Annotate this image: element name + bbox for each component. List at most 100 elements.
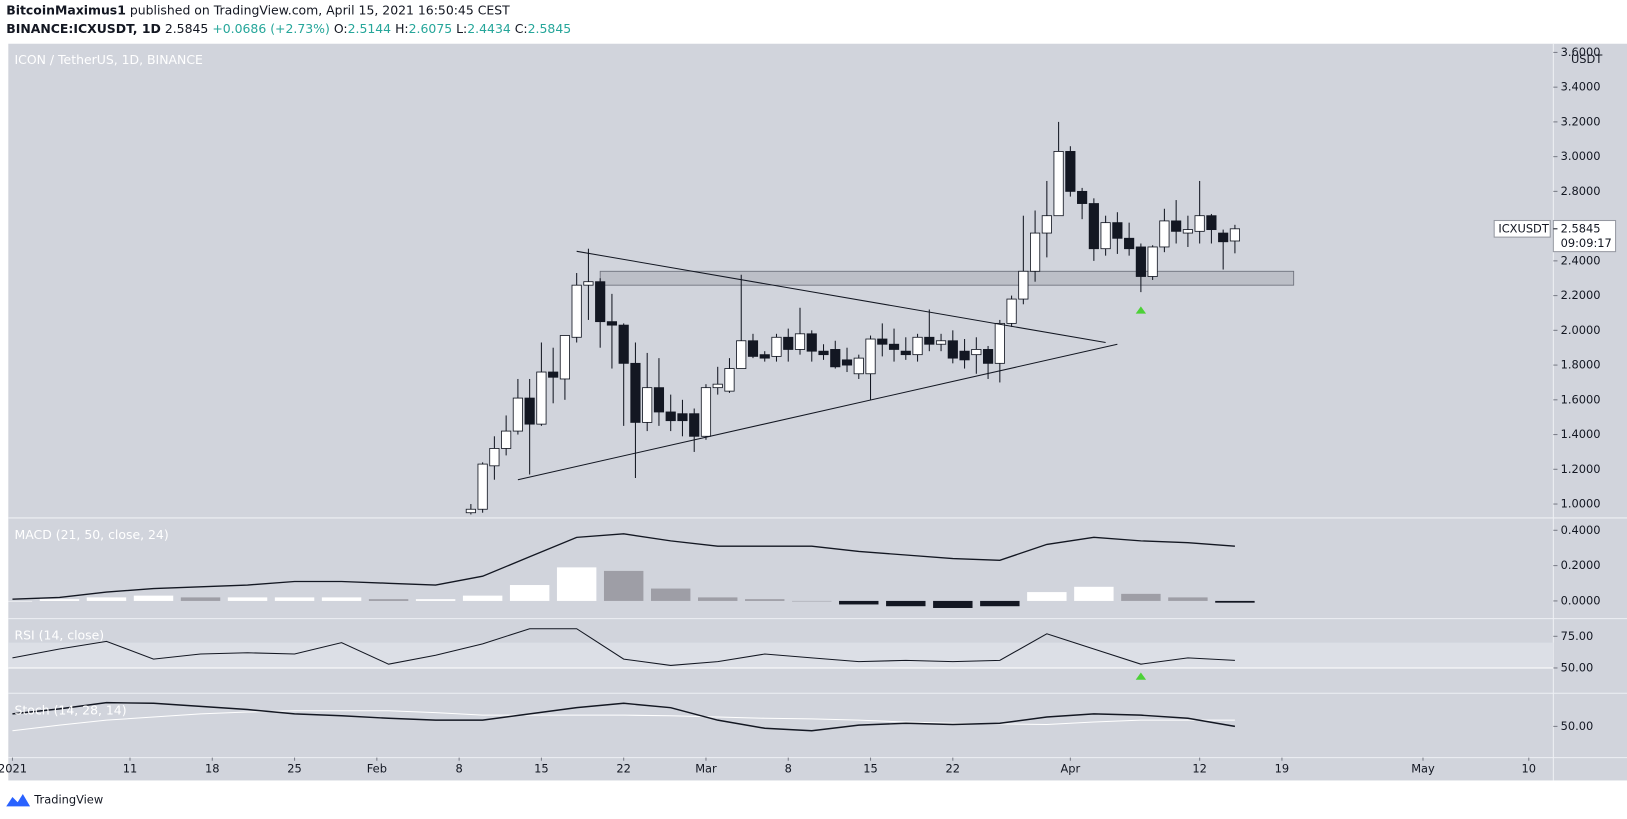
x-tick-label: 11 [123,762,138,776]
trend-line [576,250,1106,344]
x-tick-label: 18 [205,762,220,776]
candle-body [571,284,582,338]
last-price: 2.5845 [1561,221,1601,235]
candle-body [1135,246,1146,277]
candle-body [489,448,500,467]
stoch-line [12,701,1236,732]
candle-body [1041,215,1052,234]
candle-body [606,321,618,326]
macd-histogram-bar [1168,597,1208,601]
y-tick-label: 0.4000 [1561,523,1601,537]
x-tick-label: 15 [863,762,878,776]
h-label: H: [395,21,409,36]
candle-body [888,343,900,350]
y-tick-label: 2.2000 [1561,288,1601,302]
x-tick-label: 25 [287,762,302,776]
candle-body [1206,215,1217,231]
macd-histogram-bar [274,597,315,601]
candle-body [642,387,653,423]
macd-histogram-bar [980,600,1020,607]
y-tick-label: 2.8000 [1561,184,1601,198]
y-tick-label: 2.4000 [1561,253,1601,267]
x-tick-label: Apr [1060,762,1080,776]
l-label: L: [456,21,467,36]
candle-body [1100,222,1111,250]
macd-line [12,533,1235,600]
candle-body [1088,203,1099,250]
candle-body [1159,220,1170,248]
y-tick-label: 1.4000 [1561,427,1601,441]
macd-title: MACD (21, 50, close, 24) [15,527,169,542]
candle-body [841,359,853,366]
macd-histogram-bar [227,597,268,601]
macd-histogram-bar [603,570,644,601]
candle-body [477,463,488,510]
candle-body [747,340,759,357]
c-label: C: [515,21,528,36]
candle-body [712,383,723,389]
tradingview-logo: TradingView [6,793,103,807]
l-value: 2.4434 [467,21,511,36]
c-value: 2.5845 [528,21,572,36]
candle-body [759,354,770,359]
logo-icon [6,793,31,807]
candle-body [830,349,841,368]
x-tick-label: 22 [946,762,961,776]
x-tick-label: 19 [1275,762,1290,776]
candle-body [548,371,559,378]
candle-body [501,430,512,449]
candle-body [465,508,476,514]
candle-body [1124,237,1135,250]
candle-body [1171,220,1182,232]
x-tick-label: Feb [367,762,387,776]
x-tick-label: 15 [534,762,549,776]
candle-body [959,350,970,361]
candle-body [1018,270,1029,300]
macd-histogram-bar [86,597,127,601]
candle-body [583,281,594,286]
candle-body [771,336,782,357]
price-tag-box [1552,219,1617,253]
y-tick-label: 3.6000 [1561,45,1601,59]
chart-title: ICON / TetherUS, 1D, BINANCE [15,52,204,67]
y-tick-label: 3.2000 [1561,114,1601,128]
candle-body [677,413,688,422]
y-tick-label: 50.00 [1561,660,1594,674]
candle-body [794,333,806,350]
countdown: 09:09:17 [1561,236,1612,250]
y-tick-label: 75.00 [1561,629,1594,643]
y-tick-label: 1.0000 [1561,497,1601,511]
candle-body [524,397,535,425]
candle-body [912,336,923,356]
candle-body [806,333,817,352]
h-value: 2.6075 [409,21,453,36]
last: 2.5845 [165,21,209,36]
macd-histogram-bar [1074,586,1114,601]
candle-body [783,336,794,350]
candle-body [1147,246,1158,277]
macd-histogram-bar [509,585,550,601]
candle-body [971,349,982,356]
macd-histogram-bar [39,599,80,601]
candle-body [1194,215,1205,232]
macd-histogram-bar [1027,592,1067,601]
macd-histogram-bar [745,599,785,601]
plot-area: 2021 11 18 25 Feb 8 15 22 Mar 8 15 22 Apr 12 19 May 10 1.… [0,45,1617,776]
candle-body [853,357,864,375]
candle-body [689,413,700,437]
stoch-title: Stoch (14, 28, 14) [15,702,127,717]
o-value: 2.5144 [348,21,392,36]
candle-body [1030,232,1041,272]
candle-body [724,368,735,392]
macd-histogram-bar [1215,600,1255,603]
macd-histogram-bar [368,599,409,601]
rsi-line [12,628,1235,666]
macd-histogram-bar [133,595,174,601]
price-unit: USDT [1571,52,1602,66]
author: BitcoinMaximus1 [6,2,126,17]
candle-body [924,336,935,345]
candle-body [1182,229,1193,234]
candle-body [1006,298,1017,324]
candle-body [1077,190,1088,204]
